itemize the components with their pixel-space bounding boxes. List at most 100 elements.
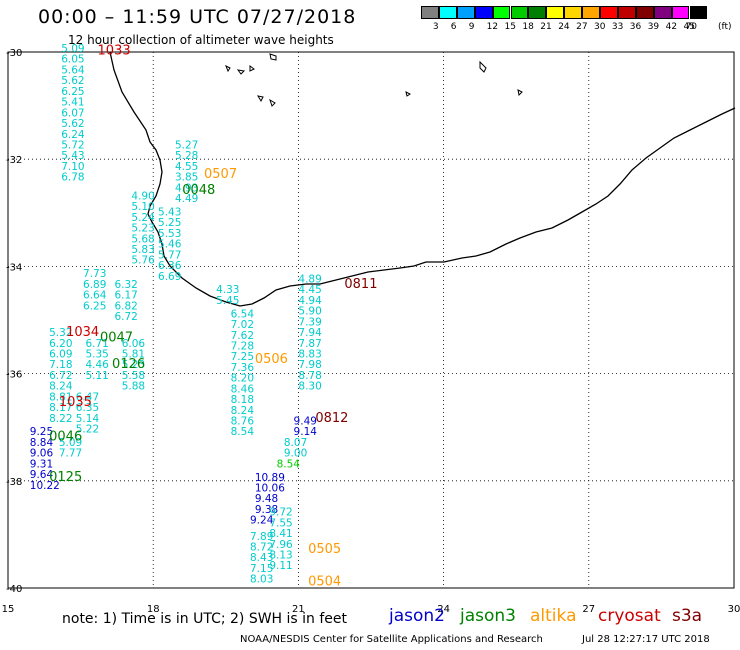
wave-height-value: 5.58 <box>122 370 145 382</box>
lat-tick-label: -38 <box>6 477 22 488</box>
color-scale-swatch <box>474 6 493 19</box>
wave-height-value: 8.46 <box>231 383 255 395</box>
island-e <box>256 95 264 103</box>
island-f <box>269 98 276 107</box>
satellite-legend-item: jason3 <box>460 606 516 626</box>
color-scale-label: 24 <box>558 22 570 32</box>
satellite-legend-item: s3a <box>672 606 703 626</box>
wave-height-value: 6.64 <box>83 290 107 302</box>
wave-height-value: 5.77 <box>158 249 181 261</box>
wave-height-value: 10.22 <box>30 480 60 492</box>
pass-time-label: 0812 <box>315 411 348 426</box>
pass-time-label: 1033 <box>98 44 131 59</box>
color-scale-swatch <box>617 6 636 19</box>
pass-time-label: 1035 <box>59 395 92 410</box>
coastline <box>109 51 736 307</box>
wave-height-value: 7.36 <box>231 362 255 374</box>
wave-height-value: 6.47 <box>76 391 99 403</box>
color-scale-label: 70 <box>685 22 697 32</box>
lat-lon-grid: 15 18 21 24 27 30 -30 -32 -34 -36 -38 -40 <box>2 48 740 615</box>
wave-height-value: 6.54 <box>231 308 255 320</box>
wave-height-value: 7.94 <box>298 327 322 339</box>
color-scale-swatch <box>456 6 475 19</box>
wave-height-value: 10.06 <box>255 483 285 495</box>
wave-height-value: 7.87 <box>298 338 321 350</box>
color-scale-swatch <box>689 6 708 19</box>
wave-height-value: 5.81 <box>122 349 145 361</box>
wave-height-value: 7.10 <box>61 161 84 173</box>
wave-height-value: 5.23 <box>122 359 145 371</box>
lon-tick-label: 18 <box>147 604 160 615</box>
island-d <box>269 53 277 61</box>
wave-height-value: 5.11 <box>85 370 108 382</box>
wave-height-value: 8.78 <box>298 370 321 382</box>
wave-height-value: 8.83 <box>298 349 321 361</box>
wave-height-value: 5.09 <box>59 437 82 449</box>
color-scale-label: 45 <box>683 22 695 32</box>
wave-height-value: 9.25 <box>30 426 53 438</box>
wave-height-value: 5.45 <box>216 295 239 307</box>
lat-tick-label: -34 <box>6 262 22 273</box>
wave-height-value: 4.55 <box>175 161 198 173</box>
footer-credit: NOAA/NESDIS Center for Satellite Applica… <box>240 634 543 645</box>
wave-height-value: 8.54 <box>231 426 255 438</box>
pass-time-label: 0506 <box>255 352 288 367</box>
color-scale-label: 6 <box>450 22 457 32</box>
pass-time-label: 0505 <box>308 542 341 557</box>
wave-height-value: 7.96 <box>269 539 293 551</box>
wave-height-value: 6.17 <box>114 290 137 302</box>
wave-height-value: 6.72 <box>114 311 137 323</box>
pass-time-label: 0811 <box>344 277 377 292</box>
pass-time-label: 0504 <box>308 574 341 589</box>
note-text: note: 1) Time is in UTC; 2) SWH is in fe… <box>62 611 348 627</box>
wave-height-value: 5.35 <box>85 349 108 361</box>
wave-height-value: 9.48 <box>255 493 278 505</box>
altimeter-tracks: 5.096.055.645.626.255.416.075.626.245.72… <box>30 43 322 586</box>
satellite-legend-item: altika <box>530 606 577 626</box>
wave-height-value: 8.24 <box>49 381 73 393</box>
wave-height-value: 4.89 <box>298 273 321 285</box>
wave-height-value: 9.38 <box>255 504 278 516</box>
south-africa-coastline <box>109 51 736 307</box>
wave-height-value: 8.17 <box>49 402 72 414</box>
wave-height-value: 5.83 <box>131 244 154 256</box>
wave-height-value: 9.11 <box>269 560 292 572</box>
wave-height-value: 6.05 <box>61 54 84 66</box>
color-scale-label: 39 <box>647 22 660 32</box>
wave-height-value: 9.00 <box>284 448 307 460</box>
wave-height-value: 7.28 <box>231 340 254 352</box>
wave-height-value: 7.15 <box>250 563 273 575</box>
wave-height-value: 5.88 <box>122 381 145 393</box>
wave-height-value: 5.62 <box>61 75 84 87</box>
wave-height-value: 10.89 <box>255 472 285 484</box>
island-c <box>249 65 255 72</box>
island-b <box>236 69 246 75</box>
lon-tick-label: 24 <box>437 604 450 615</box>
wave-height-value: 5.64 <box>61 64 85 76</box>
wave-height-value: 6.25 <box>61 86 84 98</box>
pass-time-label: 0125 <box>49 470 82 485</box>
page-title: 00:00 – 11:59 UTC 07/27/2018 <box>38 6 357 28</box>
wave-height-value: 7.39 <box>298 316 321 328</box>
wave-height-value: 8.18 <box>231 394 254 406</box>
wave-height-value: 8.76 <box>231 416 255 428</box>
wave-height-value: 6.72 <box>49 370 72 382</box>
color-scale-label: 15 <box>504 22 516 32</box>
wave-height-value: 8.72 <box>250 541 273 553</box>
lat-tick-label: -30 <box>6 48 22 59</box>
color-scale-label: 3 <box>432 22 439 32</box>
wave-height-value: 5.09 <box>61 43 84 55</box>
color-scale-swatch <box>492 6 511 19</box>
wave-height-value: 6.06 <box>122 338 146 350</box>
lat-tick-label: -40 <box>6 584 22 595</box>
wave-height-value: 5.22 <box>76 424 99 436</box>
wave-height-value: 5.23 <box>131 223 154 235</box>
wave-height-value: 6.69 <box>158 271 181 283</box>
lon-tick-label: 15 <box>2 604 15 615</box>
island-i <box>517 89 523 97</box>
wave-height-value: 6.36 <box>158 260 182 272</box>
wave-height-value: 8.03 <box>250 574 273 586</box>
lat-tick-label: -36 <box>6 370 22 381</box>
color-scale-unit: (ft) <box>718 22 732 32</box>
